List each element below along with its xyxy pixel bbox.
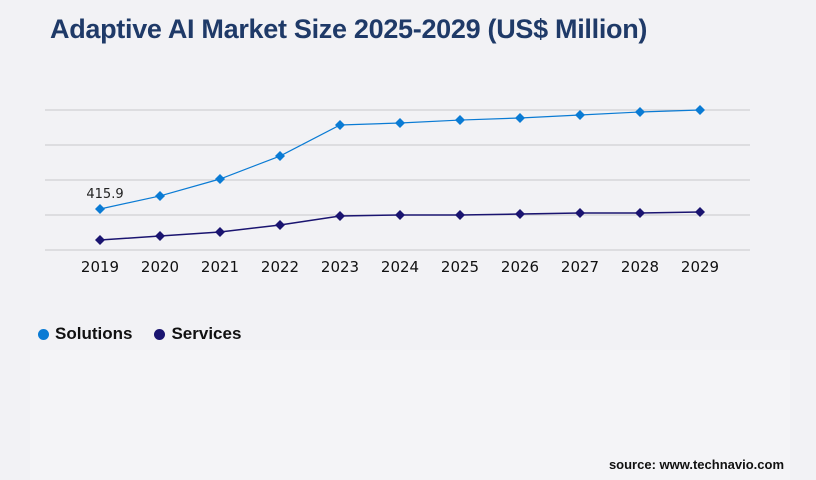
data-point-solutions[interactable] [95, 203, 105, 214]
x-tick-label: 2026 [501, 258, 539, 276]
data-point-services[interactable] [215, 226, 225, 237]
data-point-services[interactable] [575, 208, 585, 219]
lower-panel [30, 350, 790, 480]
data-point-services[interactable] [395, 210, 405, 220]
data-point-solutions[interactable] [515, 112, 525, 123]
data-point-services[interactable] [695, 207, 705, 218]
data-point-services[interactable] [515, 209, 525, 220]
legend-item-services[interactable]: Services [154, 324, 241, 344]
source-credit: source: www.technavio.com [608, 457, 784, 472]
data-point-solutions[interactable] [575, 110, 585, 121]
chart-title: Adaptive AI Market Size 2025-2029 (US$ M… [50, 14, 648, 44]
data-point-services[interactable] [635, 208, 645, 219]
data-point-services[interactable] [95, 235, 105, 246]
data-point-solutions[interactable] [215, 174, 225, 185]
data-point-services[interactable] [155, 231, 165, 241]
legend-label: Solutions [55, 324, 133, 343]
x-tick-label: 2027 [561, 258, 599, 276]
data-point-solutions[interactable] [635, 106, 645, 117]
x-tick-label: 2021 [201, 258, 239, 276]
x-tick-label: 2024 [381, 258, 419, 276]
data-point-services[interactable] [335, 210, 345, 221]
data-point-solutions[interactable] [155, 190, 165, 201]
x-tick-label: 2028 [621, 258, 659, 276]
legend: Solutions Services [38, 324, 241, 344]
x-tick-label: 2020 [141, 258, 179, 276]
x-tick-label: 2023 [321, 258, 359, 276]
legend-item-solutions[interactable]: Solutions [38, 324, 132, 344]
legend-marker-services [154, 328, 166, 340]
legend-marker-solutions [38, 328, 49, 340]
x-tick-label: 2022 [261, 258, 299, 276]
data-point-services[interactable] [455, 210, 465, 220]
line-chart: 2019 2020 2021 2022 2023 2024 2025 2026 2027 2028… [45, 105, 750, 276]
x-tick-label: 2019 [81, 258, 119, 276]
data-label: 415.9 [86, 187, 123, 202]
x-tick-label: 2029 [681, 258, 719, 276]
data-point-services[interactable] [275, 219, 285, 230]
data-point-solutions[interactable] [695, 105, 705, 115]
data-point-solutions[interactable] [455, 115, 465, 126]
x-tick-label: 2025 [441, 258, 479, 276]
data-point-solutions[interactable] [275, 151, 285, 162]
legend-label: Services [171, 324, 242, 343]
data-point-solutions[interactable] [395, 118, 405, 129]
data-point-solutions[interactable] [335, 119, 345, 130]
